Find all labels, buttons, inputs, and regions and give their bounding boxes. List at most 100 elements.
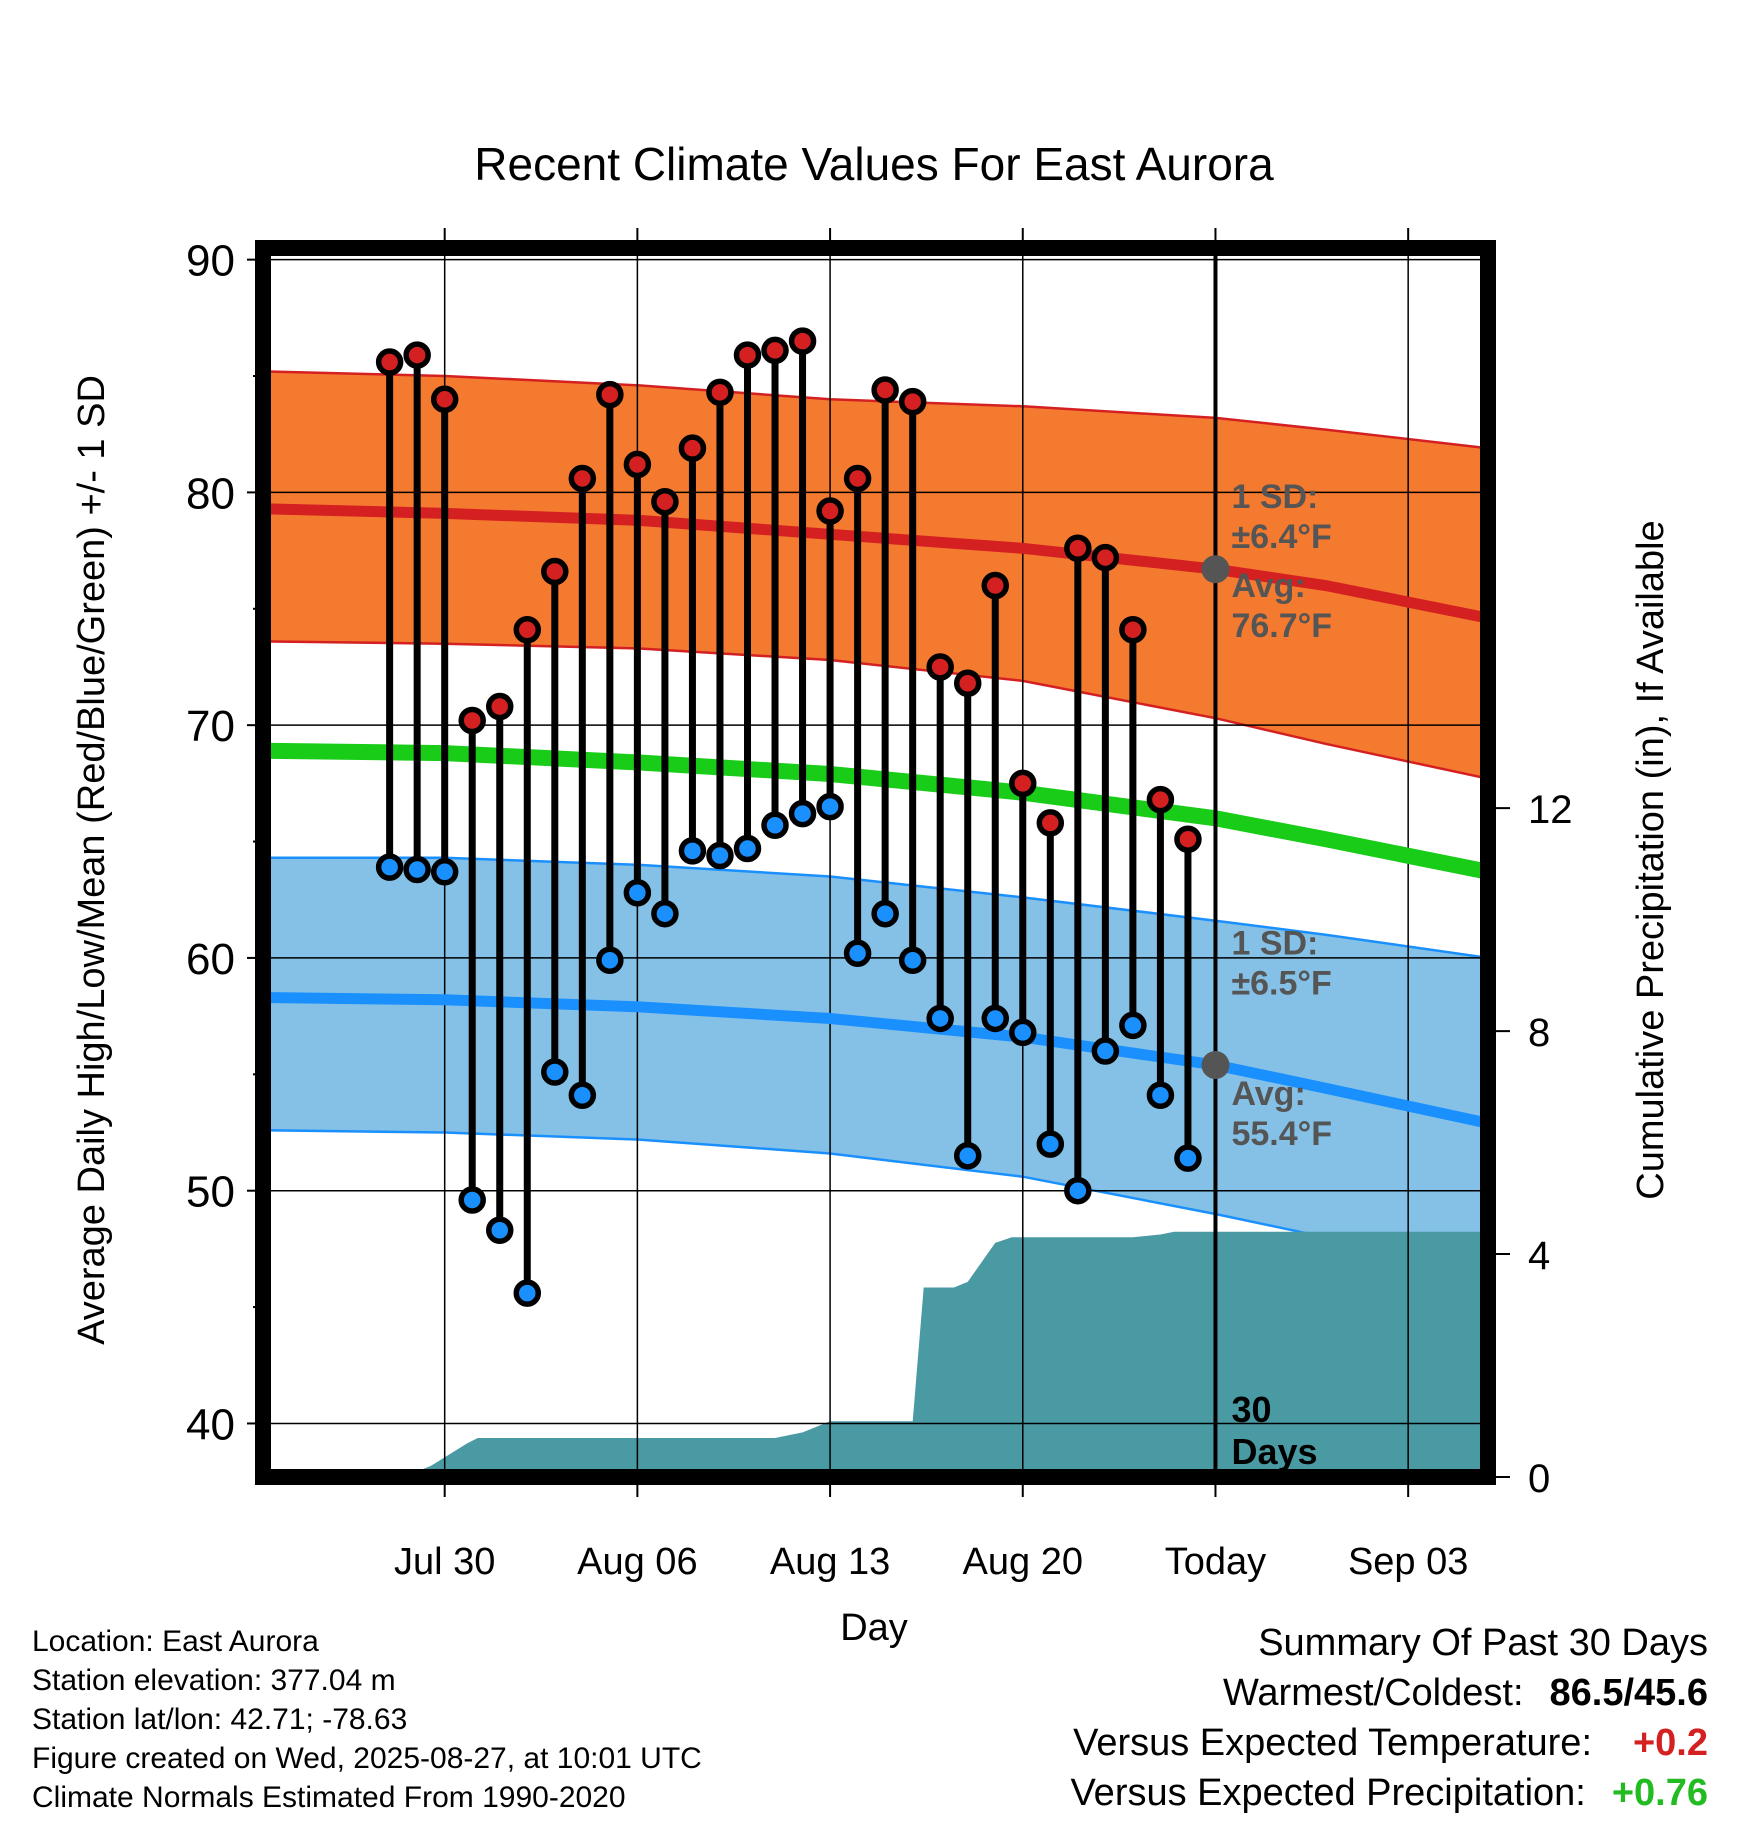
observed-low-point: [1146, 1081, 1175, 1110]
y2-axis-label: Cumulative Precipitation (in), If Availa…: [1630, 520, 1672, 1199]
high-avg-annotation: Avg:76.7°F: [1231, 567, 1332, 645]
observed-high-point: [678, 434, 707, 462]
low-sd-annotation-line: ±6.5°F: [1231, 965, 1331, 1003]
observed-high-point: [843, 464, 872, 493]
footer-normals: Climate Normals Estimated From 1990-2020: [32, 1781, 626, 1814]
observed-high-point: [403, 341, 431, 369]
observed-high-point: [1064, 534, 1092, 563]
observed-low-point: [981, 1004, 1009, 1033]
y2-tick-label: 12: [1528, 788, 1573, 832]
low-sd-upper-line: [263, 856, 1488, 960]
observed-low-point: [375, 853, 404, 881]
y-axis-label: Average Daily High/Low/Mean (Red/Blue/Gr…: [71, 375, 113, 1345]
observed-high-point: [458, 706, 486, 735]
observed-low-point: [898, 946, 927, 975]
plot-frame: [255, 240, 1496, 1485]
high-normal-line: [263, 503, 1488, 624]
x-tick-label: Aug 06: [577, 1541, 697, 1583]
observed-high-point: [981, 571, 1009, 600]
today-days-label-line: Days: [1231, 1431, 1317, 1472]
observed-low-point: [761, 811, 789, 840]
observed-low-point: [1064, 1176, 1092, 1205]
mean-normal-line: [263, 742, 1488, 880]
observed-low-point: [953, 1142, 982, 1170]
y2-tick-label: 0: [1528, 1457, 1550, 1501]
x-tick-label: Aug 20: [963, 1541, 1083, 1583]
observed-low-point: [788, 799, 817, 828]
summary-row-temperature: Versus Expected Temperature: +0.2: [1070, 1718, 1708, 1768]
observed-low-point: [843, 939, 872, 968]
observed-high-point: [953, 669, 982, 698]
summary-row-precipitation: Versus Expected Precipitation: +0.76: [1070, 1768, 1708, 1818]
x-axis-label: Day: [840, 1607, 908, 1649]
observed-high-point: [816, 497, 844, 525]
low-sd-annotation-line: 1 SD:: [1231, 925, 1318, 963]
y-tick-label: 90: [186, 237, 235, 286]
observed-high-point: [568, 464, 597, 493]
y-tick-label: 60: [186, 935, 235, 984]
summary-label: Versus Expected Precipitation:: [1070, 1772, 1586, 1814]
observed-high-point: [485, 692, 514, 721]
observed-low-point: [1091, 1037, 1120, 1065]
observed-low-point: [403, 855, 431, 884]
footer-elevation: Station elevation: 377.04 m: [32, 1664, 396, 1697]
observed-low-point: [733, 834, 762, 863]
observed-high-point: [541, 557, 569, 586]
low-avg-annotation-line: 55.4°F: [1231, 1115, 1332, 1153]
observed-low-point: [1119, 1011, 1147, 1040]
summary-label: Warmest/Coldest:: [1222, 1672, 1524, 1714]
high-sd-annotation-line: ±6.4°F: [1231, 518, 1331, 556]
observed-high-point: [513, 615, 542, 644]
x-tick-label: Aug 13: [770, 1541, 890, 1583]
observed-high-point: [1146, 785, 1175, 814]
summary-label: Versus Expected Temperature:: [1073, 1722, 1592, 1764]
low-sd-annotation: 1 SD:±6.5°F: [1231, 925, 1331, 1003]
observed-low-point: [430, 858, 459, 886]
observed-low-point: [568, 1081, 597, 1110]
summary-panel: Summary Of Past 30 Days Warmest/Coldest:…: [1070, 1618, 1708, 1818]
high-sd-annotation: 1 SD:±6.4°F: [1231, 478, 1331, 556]
observed-high-point: [1119, 615, 1147, 644]
y-tick-label: 40: [186, 1400, 235, 1449]
observed-high-point: [1009, 769, 1037, 798]
high-sd-annotation-line: 1 SD:: [1231, 478, 1318, 516]
observed-low-point: [458, 1186, 486, 1214]
observed-high-point: [430, 385, 459, 414]
observed-low-point: [513, 1279, 542, 1307]
low-avg-annotation: Avg:55.4°F: [1231, 1075, 1332, 1153]
left-axis: 40 50 60 70 80 90: [186, 237, 263, 1449]
summary-row-extremes: Warmest/Coldest: 86.5/45.6: [1070, 1668, 1708, 1718]
observed-low-point: [623, 879, 652, 907]
observed-high-point: [623, 450, 652, 479]
observed-high-point: [375, 348, 404, 376]
observed-low-point: [816, 792, 844, 821]
observed-low-point: [926, 1004, 954, 1033]
y2-tick-label: 8: [1528, 1011, 1550, 1055]
high-sd-lower-line: [263, 640, 1488, 780]
observed-low-point: [651, 899, 679, 928]
today-high-marker: [1201, 555, 1230, 584]
today-low-marker: [1201, 1051, 1230, 1080]
x-axis: Jul 30 Aug 06 Aug 13 Aug 20 Today Sep 03: [394, 228, 1468, 1583]
observed-high-point: [1036, 809, 1065, 837]
today-days-label-line: 30: [1231, 1389, 1271, 1430]
observed-high-point: [596, 380, 624, 409]
observed-high-point: [1174, 825, 1202, 853]
right-axis: 0 4 8 12: [1488, 788, 1573, 1501]
x-tick-label: Jul 30: [394, 1541, 495, 1583]
high-avg-annotation-line: Avg:: [1231, 567, 1305, 605]
observed-low-point: [1009, 1018, 1037, 1047]
x-tick-label: Today: [1165, 1541, 1266, 1583]
observed-high-point: [651, 487, 679, 516]
footer-location: Location: East Aurora: [32, 1625, 319, 1658]
observed-low-point: [871, 899, 899, 928]
summary-value: +0.2: [1632, 1722, 1708, 1764]
observed-high-point: [1091, 543, 1120, 572]
y-tick-label: 70: [186, 702, 235, 751]
plot-area: [263, 248, 1488, 1477]
y-tick-label: 50: [186, 1168, 235, 1217]
y2-tick-label: 4: [1528, 1234, 1550, 1278]
summary-value: +0.76: [1611, 1772, 1708, 1814]
